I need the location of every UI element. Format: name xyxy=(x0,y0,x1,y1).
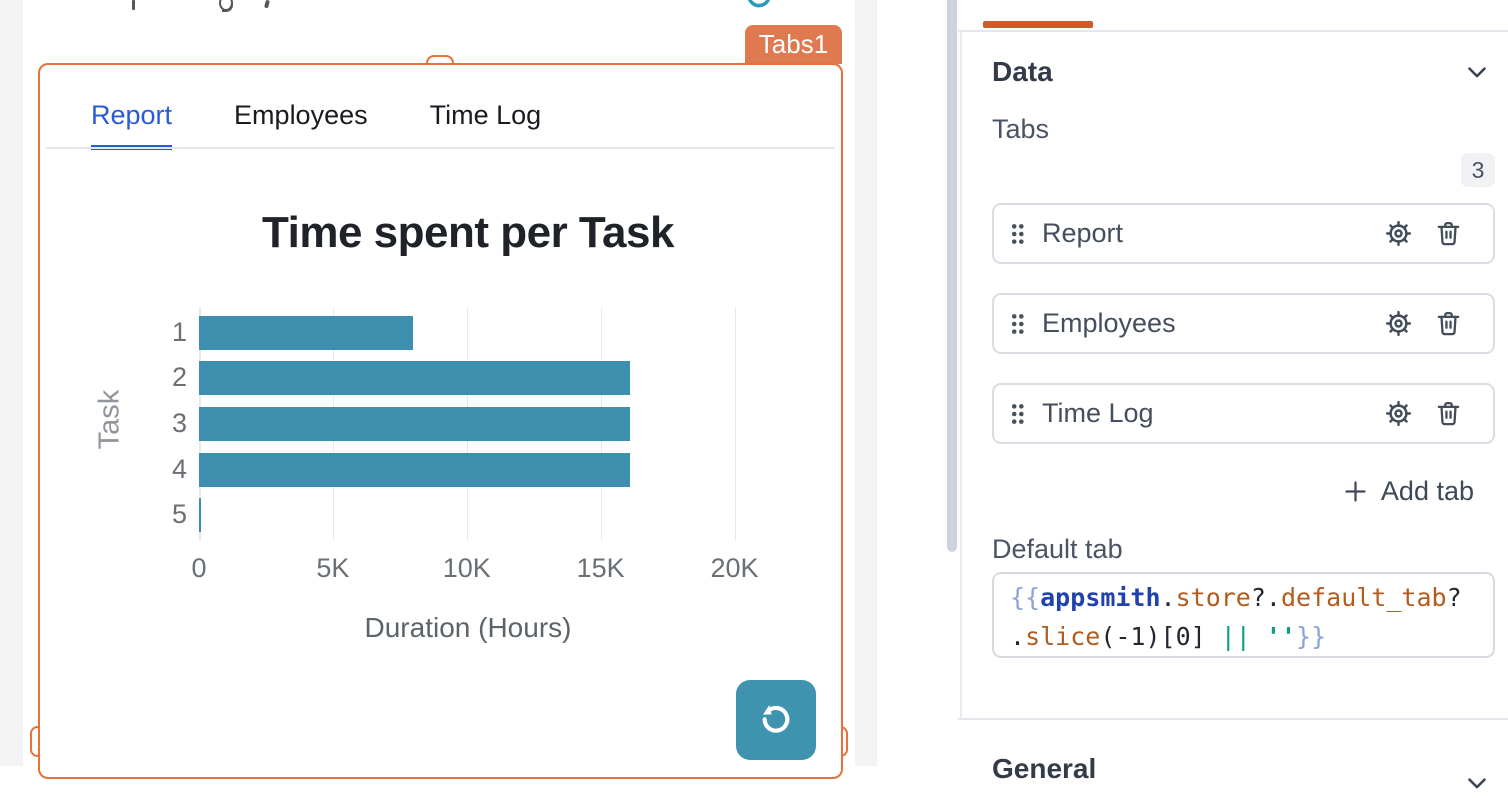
bar xyxy=(199,315,414,350)
data-section-title: Data xyxy=(992,56,1053,87)
trash-icon xyxy=(1437,311,1460,336)
tab-item-report[interactable]: Report xyxy=(992,203,1495,264)
code-line: .slice(-1)[0] || ''}} xyxy=(1010,622,1327,651)
bar xyxy=(199,498,201,533)
add-tab-button[interactable]: Add tab xyxy=(1342,476,1474,507)
refresh-icon xyxy=(762,705,790,733)
widget-tab-report[interactable]: Report xyxy=(91,100,173,150)
plus-icon xyxy=(1345,481,1366,502)
add-tab-label: Add tab xyxy=(1380,476,1474,506)
gear-icon xyxy=(1385,400,1412,427)
occluded-text-fragment xyxy=(132,0,135,10)
tab-settings-button[interactable] xyxy=(1383,398,1414,429)
y-axis-title: Task xyxy=(93,389,126,450)
tab-bar-divider xyxy=(46,147,835,149)
trash-icon xyxy=(1437,401,1460,426)
tab-item-label: Employees xyxy=(1042,308,1176,338)
tab-item-employees[interactable]: Employees xyxy=(992,293,1495,354)
tab-item-time-log[interactable]: Time Log xyxy=(992,383,1495,444)
y-category-label: 4 xyxy=(171,453,187,484)
gear-icon xyxy=(1385,220,1412,247)
chart-plot-area[interactable] xyxy=(199,308,772,540)
tabs-widget[interactable]: Report Employees Time Log Time spent per T… xyxy=(38,63,843,779)
default-tab-label: Default tab xyxy=(992,534,1123,564)
scrollbar-thumb[interactable] xyxy=(947,0,957,552)
chart-title: Time spent per Task xyxy=(262,208,674,257)
drag-handle-icon[interactable] xyxy=(1009,222,1026,246)
refresh-icon[interactable] xyxy=(741,0,777,14)
widget-name-badge: Tabs1 xyxy=(745,25,842,64)
gear-icon xyxy=(1385,310,1412,337)
general-section-title: General xyxy=(992,753,1097,784)
general-section-header[interactable]: General xyxy=(992,740,1492,798)
tab-settings-button[interactable] xyxy=(1383,218,1414,249)
x-tick-label: 20K xyxy=(710,553,759,583)
trash-icon xyxy=(1437,221,1460,246)
x-tick-label: 5K xyxy=(316,553,350,583)
bar xyxy=(199,361,631,396)
x-tick-label: 15K xyxy=(576,553,625,583)
chevron-down-icon xyxy=(1468,778,1486,789)
tab-delete-button[interactable] xyxy=(1434,309,1463,338)
bar xyxy=(199,407,631,441)
widget-tab-time-log[interactable]: Time Log xyxy=(429,100,542,130)
property-panel: Data Tabs 3 Report Employees Time Log Add … xyxy=(958,0,1508,789)
active-panel-tab-underline xyxy=(983,21,1093,28)
chevron-down-icon xyxy=(1468,67,1486,78)
tab-settings-button[interactable] xyxy=(1383,308,1414,339)
widget-tab-employees[interactable]: Employees xyxy=(234,100,368,130)
tab-item-label: Report xyxy=(1042,218,1124,248)
occluded-text-fragment xyxy=(264,0,270,9)
drag-handle-icon[interactable] xyxy=(1009,402,1026,426)
y-category-label: 2 xyxy=(171,362,187,393)
y-category-label: 3 xyxy=(171,408,187,438)
tab-delete-button[interactable] xyxy=(1434,399,1463,428)
canvas-left-margin xyxy=(0,0,23,766)
tab-item-label: Time Log xyxy=(1042,398,1154,428)
occluded-text-fragment xyxy=(222,2,233,12)
x-axis-ticks: 0 5K 10K 15K 20K xyxy=(191,553,772,585)
y-category-label: 5 xyxy=(171,499,187,530)
bar xyxy=(199,452,631,487)
y-category-label: 1 xyxy=(171,316,187,347)
refresh-button[interactable] xyxy=(736,680,816,760)
data-section-header[interactable]: Data xyxy=(992,56,1492,88)
canvas-right-margin xyxy=(855,0,877,766)
divider xyxy=(958,718,1508,720)
tab-delete-button[interactable] xyxy=(1434,219,1463,248)
divider xyxy=(958,30,1508,32)
divider xyxy=(960,31,962,718)
code-line: {{appsmith.store?.default_tab? xyxy=(1010,583,1462,612)
x-tick-label: 10K xyxy=(442,553,491,583)
tabs-field-label: Tabs xyxy=(992,114,1050,144)
tabs-count-badge: 3 xyxy=(1461,153,1495,187)
default-tab-expression-input[interactable]: {{appsmith.store?.default_tab? .slice(-1)… xyxy=(992,572,1495,658)
drag-handle-icon[interactable] xyxy=(1009,312,1026,336)
x-tick-label: 0 xyxy=(191,553,207,583)
widget-tab-bar: Report Employees Time Log xyxy=(91,100,541,150)
gridline xyxy=(734,308,736,540)
x-axis-title: Duration (Hours) xyxy=(364,612,572,643)
y-category-labels: 1 2 3 4 5 xyxy=(155,310,187,538)
